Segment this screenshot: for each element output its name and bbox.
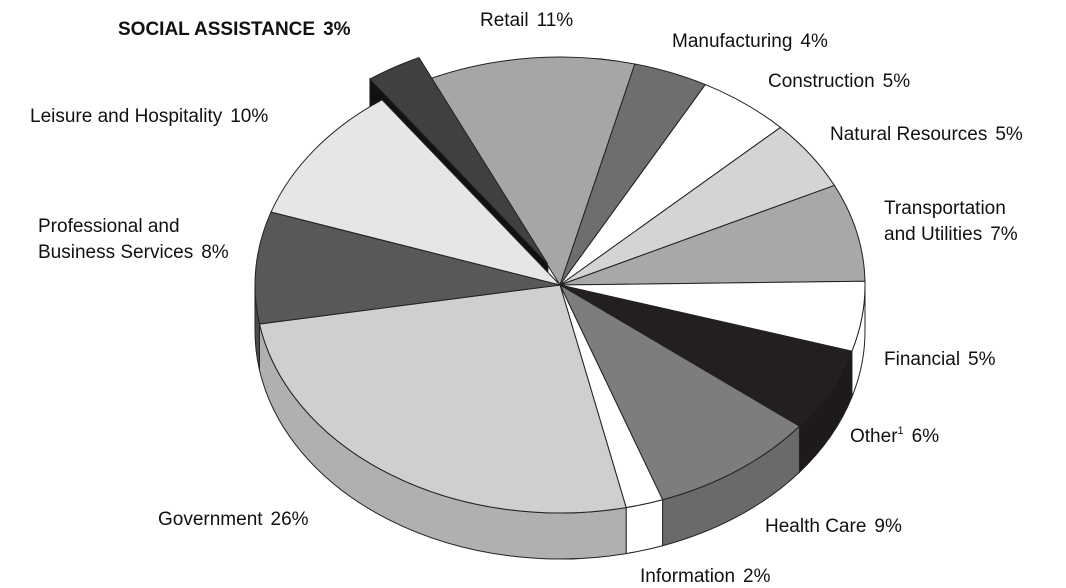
value-label: 5%	[882, 71, 911, 92]
value-label: 26%	[270, 509, 309, 530]
slice-label: Natural Resources 5%	[830, 122, 1023, 148]
slice	[430, 56, 636, 287]
slice-label: Leisure and Hospitality 10%	[30, 104, 268, 130]
slice-label: Transportation and Utilities 7%	[884, 196, 1018, 248]
slice-label: Retail 11%	[480, 8, 573, 34]
slice-label: Professional and Business Services 8%	[38, 214, 229, 266]
slice	[270, 99, 562, 286]
category-name: Government	[158, 509, 263, 530]
category-name: Information	[640, 566, 736, 587]
footnote-mark: 1	[897, 425, 904, 437]
category-name: Construction	[768, 71, 875, 92]
slice-label: Health Care 9%	[765, 514, 902, 540]
category-name: Other	[850, 426, 898, 447]
category-name: Financial	[884, 349, 961, 370]
slice	[369, 57, 549, 265]
category-name: Leisure and Hospitality	[30, 106, 223, 127]
category-name: Manufacturing	[672, 31, 793, 52]
slice	[258, 284, 627, 514]
value-label: 7%	[990, 224, 1018, 245]
slice-label: Manufacturing 4%	[672, 29, 828, 55]
value-label: 8%	[201, 242, 229, 263]
category-name: Natural Resources	[830, 124, 988, 145]
value-label: 9%	[874, 516, 902, 537]
slice-label: SOCIAL ASSISTANCE 3%	[118, 17, 351, 43]
category-name: Retail	[480, 10, 529, 31]
slice-label: Government 26%	[158, 507, 309, 533]
value-label: 4%	[800, 31, 828, 52]
slice-label: Financial 5%	[884, 347, 996, 373]
slice	[254, 211, 561, 325]
slice-side	[625, 499, 664, 555]
value-label: 5%	[995, 124, 1023, 145]
category-name: Health Care	[765, 516, 867, 537]
slice-label: Construction 5%	[768, 69, 910, 95]
slice	[558, 283, 801, 501]
value-label: 10%	[230, 106, 269, 127]
value-label: 2%	[743, 566, 771, 587]
slice	[559, 184, 866, 286]
category-name: SOCIAL ASSISTANCE	[118, 19, 316, 40]
category-name: Transportation and Utilities	[884, 198, 1006, 245]
value-label: 5%	[968, 349, 996, 370]
value-label: 6%	[911, 426, 940, 447]
value-label: 3%	[323, 19, 351, 40]
slice-label: Information 2%	[640, 564, 771, 588]
slice-label: Other1 6%	[850, 424, 939, 450]
value-label: 11%	[536, 10, 574, 31]
category-name: Professional and Business Services	[38, 216, 194, 263]
